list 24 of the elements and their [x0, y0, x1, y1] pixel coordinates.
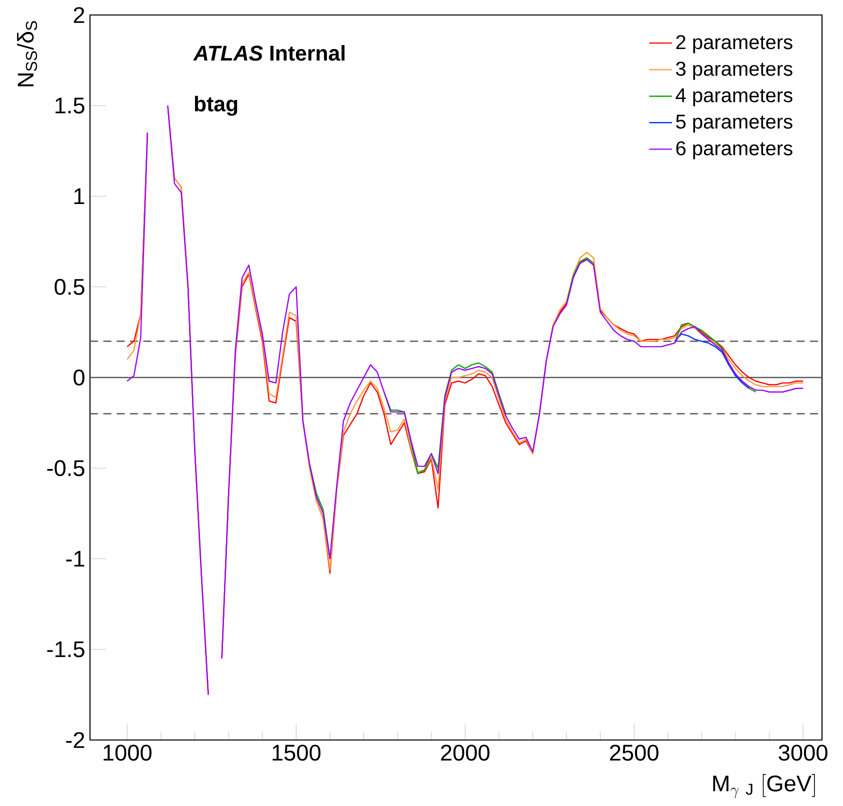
y-tick-label: -1: [66, 550, 84, 567]
x-tick-label: 3000: [778, 744, 828, 761]
y-tick-label: -1.5: [47, 641, 84, 658]
x-axis-title: $\mathrm{M}_{\gamma\ \mathrm{J}}\ \mathrm{[GeV]}$: [713, 774, 815, 798]
y-tick-label: 1: [74, 188, 84, 204]
y-tick-label: 0.5: [54, 278, 84, 295]
legend-label: 3 parameters: [676, 62, 792, 80]
annotation: ATLAS Internal: [193, 45, 345, 61]
y-tick-label: -2: [66, 732, 84, 748]
y-axis-title: N$_{SS}$/δ$_{S}$: [17, 21, 38, 86]
annotation: btag: [194, 96, 238, 116]
x-tick-label: 2500: [610, 744, 658, 761]
y-tick-label: -0.5: [47, 460, 84, 476]
y-tick-label: 1.5: [56, 98, 84, 114]
y-tick-label: 0: [74, 369, 84, 386]
legend-label: 4 parameters: [676, 88, 792, 106]
y-tick-label: 2: [74, 7, 84, 23]
x-tick-label: 1000: [104, 744, 152, 761]
x-tick-label: 2000: [441, 744, 490, 761]
legend-label: 6 parameters: [676, 141, 792, 160]
x-tick-label: 1500: [272, 744, 320, 761]
line-series: [674, 333, 750, 389]
legend-label: 2 parameters: [676, 35, 792, 54]
legend-label: 5 parameters: [676, 114, 792, 133]
